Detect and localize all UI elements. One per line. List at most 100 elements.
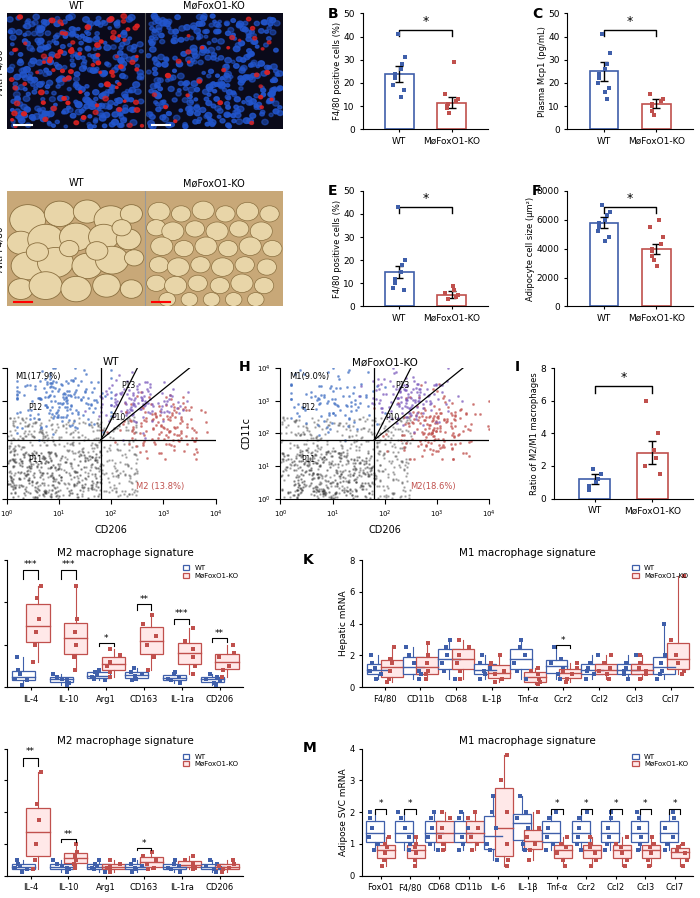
Point bbox=[411, 400, 422, 414]
Circle shape bbox=[118, 58, 124, 63]
Point bbox=[278, 452, 289, 466]
Point bbox=[408, 374, 419, 388]
Point bbox=[79, 460, 90, 474]
Circle shape bbox=[153, 57, 158, 61]
Point bbox=[458, 445, 469, 460]
Point bbox=[76, 473, 88, 488]
Point bbox=[314, 477, 326, 491]
Point bbox=[419, 443, 430, 457]
Point bbox=[92, 489, 104, 504]
Bar bbox=[12, 864, 35, 868]
Point bbox=[363, 400, 374, 414]
Circle shape bbox=[209, 69, 214, 74]
Point bbox=[394, 441, 405, 455]
Circle shape bbox=[231, 114, 236, 118]
Circle shape bbox=[166, 122, 172, 128]
Circle shape bbox=[214, 30, 219, 34]
Circle shape bbox=[119, 113, 122, 116]
Circle shape bbox=[27, 46, 34, 50]
Point bbox=[384, 374, 395, 389]
Point bbox=[423, 435, 434, 449]
Point bbox=[46, 421, 57, 436]
Point bbox=[484, 422, 495, 436]
Circle shape bbox=[10, 119, 13, 121]
Point bbox=[402, 390, 414, 404]
Point bbox=[392, 473, 403, 488]
Circle shape bbox=[18, 101, 22, 106]
Point bbox=[131, 439, 142, 453]
Circle shape bbox=[27, 19, 31, 22]
Point bbox=[39, 483, 50, 497]
Point bbox=[127, 408, 138, 422]
Point bbox=[59, 476, 70, 490]
Point bbox=[382, 423, 393, 437]
Circle shape bbox=[206, 222, 228, 241]
Point bbox=[72, 445, 83, 459]
Point bbox=[298, 367, 309, 382]
Point bbox=[362, 464, 373, 479]
Point bbox=[72, 476, 83, 490]
Point bbox=[59, 462, 70, 477]
Point bbox=[374, 444, 386, 458]
Point bbox=[125, 402, 136, 417]
Point bbox=[6, 471, 17, 485]
Circle shape bbox=[62, 109, 69, 114]
Point bbox=[373, 417, 384, 431]
Bar bbox=[88, 864, 111, 868]
Circle shape bbox=[41, 117, 46, 121]
Point bbox=[80, 471, 92, 486]
Point bbox=[55, 430, 66, 445]
Point bbox=[35, 460, 46, 474]
Point bbox=[400, 470, 412, 484]
Circle shape bbox=[56, 78, 61, 82]
Point bbox=[181, 428, 192, 443]
Circle shape bbox=[22, 114, 27, 118]
Point bbox=[79, 451, 90, 465]
Point bbox=[155, 418, 167, 433]
Point bbox=[318, 390, 330, 404]
Point bbox=[48, 361, 59, 375]
Circle shape bbox=[162, 115, 166, 118]
Circle shape bbox=[156, 107, 161, 111]
Circle shape bbox=[76, 103, 81, 108]
Point bbox=[338, 445, 349, 459]
Point bbox=[43, 461, 54, 475]
Point bbox=[60, 390, 71, 404]
Point bbox=[420, 422, 431, 436]
Circle shape bbox=[72, 253, 102, 278]
Circle shape bbox=[168, 86, 174, 92]
Point bbox=[414, 390, 425, 404]
Point bbox=[14, 452, 25, 466]
Circle shape bbox=[164, 19, 167, 22]
Circle shape bbox=[200, 48, 207, 53]
Circle shape bbox=[251, 60, 257, 65]
Point bbox=[61, 408, 72, 422]
Circle shape bbox=[214, 83, 219, 86]
Circle shape bbox=[98, 104, 102, 107]
Point bbox=[357, 410, 368, 425]
Point bbox=[408, 452, 419, 466]
Point bbox=[38, 450, 50, 464]
Point bbox=[38, 435, 49, 449]
Point bbox=[300, 436, 311, 451]
Point bbox=[350, 475, 361, 489]
Point bbox=[13, 439, 24, 453]
Circle shape bbox=[223, 88, 227, 92]
Point bbox=[20, 483, 32, 497]
Point bbox=[404, 402, 415, 417]
Point bbox=[72, 377, 83, 392]
Point bbox=[57, 387, 68, 401]
Point bbox=[69, 419, 80, 434]
Circle shape bbox=[256, 65, 260, 67]
Point bbox=[305, 461, 316, 475]
Circle shape bbox=[153, 67, 157, 71]
Circle shape bbox=[197, 120, 200, 123]
Point bbox=[34, 374, 46, 388]
Point bbox=[281, 419, 292, 434]
Y-axis label: Adipose SVC mRNA: Adipose SVC mRNA bbox=[339, 769, 348, 856]
Point bbox=[8, 482, 19, 497]
Point bbox=[369, 471, 380, 486]
Point bbox=[62, 402, 73, 417]
Point bbox=[97, 392, 108, 406]
Point bbox=[391, 397, 402, 411]
